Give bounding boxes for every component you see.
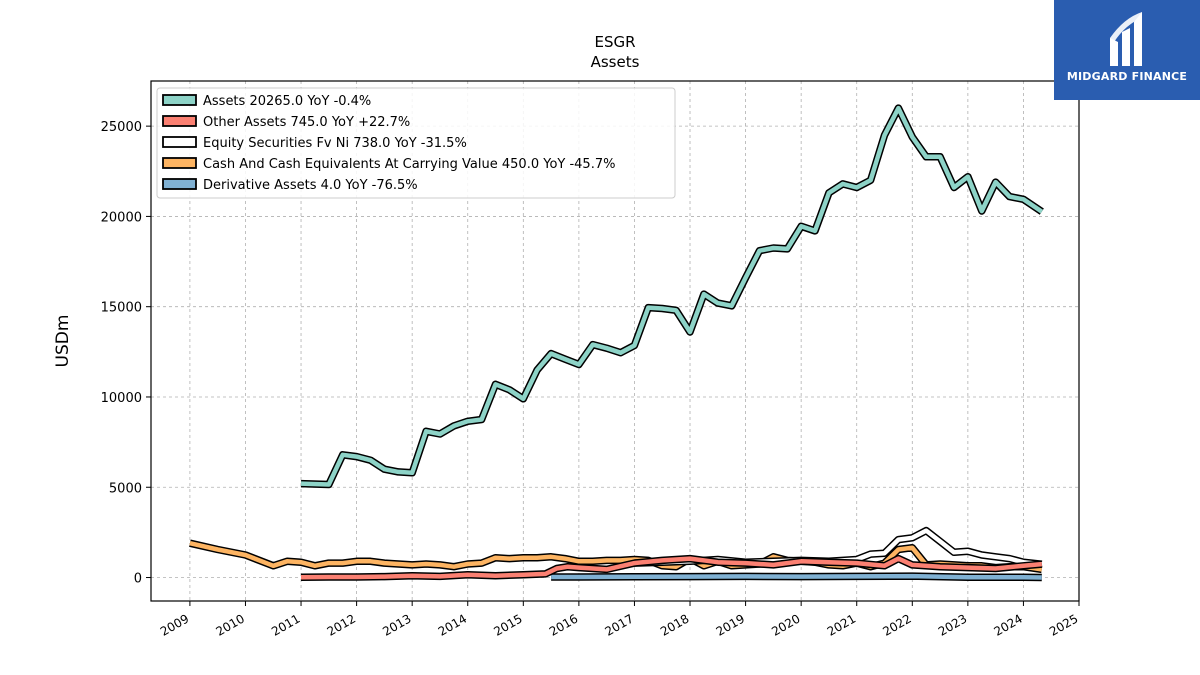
logo-mark-icon [1110,12,1142,66]
legend-swatch [162,136,197,148]
legend-entry: Equity Securities Fv Ni 738.0 YoY -31.5% [203,136,467,151]
x-tick-label: 2010 [214,611,247,638]
chart-subtitle: Assets [591,53,640,71]
legend-box [156,87,676,199]
legend-entry: Assets 20265.0 YoY -0.4% [203,94,371,109]
x-tick-label: 2016 [547,611,580,638]
legend-entry: Derivative Assets 4.0 YoY -76.5% [203,178,418,193]
legend: Assets 20265.0 YoY -0.4% Other Assets 745… [156,87,676,199]
chart-title: ESGR [594,33,635,51]
plot-frame [150,80,1080,602]
x-tick-label: 2025 [1047,611,1080,638]
legend-swatch [162,178,197,190]
x-tick-label: 2012 [325,611,358,638]
x-tick-label: 2017 [602,611,635,638]
x-tick-label: 2011 [269,611,302,638]
legend-entry: Other Assets 745.0 YoY +22.7% [203,115,410,130]
x-tick-label: 2020 [769,611,802,638]
x-tick-label: 2021 [825,611,858,638]
x-tick-label: 2018 [658,611,691,638]
x-tick-label: 2023 [936,611,969,638]
y-tick-label: 5000 [109,481,142,496]
legend-swatch [162,94,197,106]
x-axis-ticks: 2009 2010 2011 2012 2013 2014 2015 2016 2017 2018… [158,601,1081,639]
logo-text: MIDGARD FINANCE [1066,70,1188,83]
series-line [300,556,1043,580]
y-axis-ticks: 0 5000 10000 15000 20000 25000 [101,120,151,587]
y-axis-label: USDm [53,315,73,368]
legend-swatch [162,115,197,127]
series-line [551,573,1042,580]
series-lines [189,104,1044,582]
x-tick-label: 2013 [380,611,413,638]
x-tick-label: 2019 [714,611,747,638]
y-tick-label: 0 [134,572,142,587]
x-tick-label: 2009 [158,611,191,638]
y-tick-label: 15000 [101,301,142,316]
brand-logo: MIDGARD FINANCE [1054,0,1200,100]
x-tick-label: 2022 [880,611,913,638]
y-tick-label: 25000 [101,120,142,135]
y-tick-label: 20000 [101,210,142,225]
x-tick-label: 2024 [991,611,1024,638]
y-tick-label: 10000 [101,391,142,406]
legend-entry: Cash And Cash Equivalents At Carrying Va… [203,157,615,172]
series-line [300,105,1044,487]
legend-swatch [162,157,197,169]
x-tick-label: 2014 [436,611,469,638]
x-tick-label: 2015 [491,611,524,638]
